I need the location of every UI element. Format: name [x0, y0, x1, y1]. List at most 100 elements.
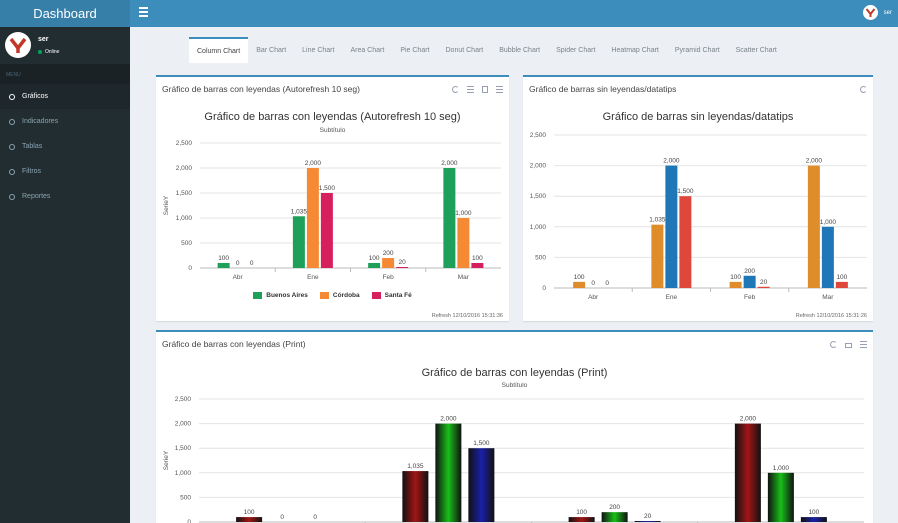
y-tick-label: 1,000 [530, 224, 547, 231]
sidebar-item-graficos[interactable]: Gráficos [0, 84, 130, 109]
y-tick-label: 1,500 [175, 445, 192, 452]
y-tick-label: 2,500 [175, 396, 192, 403]
bar [568, 517, 595, 522]
data-label: 2,000 [440, 416, 457, 423]
tab-line-chart[interactable]: Line Chart [302, 46, 335, 54]
y-axis-label: SerieY [163, 195, 170, 215]
sidebar-item-filtros[interactable]: Filtros [0, 159, 130, 184]
data-label: 200 [383, 250, 394, 257]
data-label: 0 [313, 514, 317, 521]
sidebar-item-label: Filtros [22, 168, 42, 175]
user-menu-name: ser [883, 9, 892, 16]
bar [435, 423, 462, 522]
chart-title: Gráfico de barras sin leyendas/datatips [602, 111, 794, 123]
legend-item[interactable]: Córdoba [319, 292, 360, 299]
data-label: 100 [808, 509, 819, 516]
box-title: Gráfico de barras sin leyendas/datatips [529, 84, 677, 94]
y-tick-label: 2,500 [176, 140, 193, 147]
data-label: 20 [760, 279, 768, 286]
data-label: 1,035 [407, 463, 424, 470]
tab-column-chart[interactable]: Column Chart [189, 37, 249, 63]
bar [396, 267, 409, 268]
x-tick-label: Feb [744, 294, 756, 301]
bar [382, 258, 395, 268]
tab-pyramid-chart[interactable]: Pyramid Chart [674, 46, 720, 54]
legend-item[interactable]: Santa Fé [371, 292, 412, 299]
user-menu[interactable]: ser [862, 5, 892, 20]
data-label: 1,500 [319, 185, 336, 192]
app-logo[interactable]: Dashboard [0, 0, 130, 27]
chart-type-tabs: Column Chart Bar Chart Line Chart Area C… [189, 37, 785, 63]
bar [236, 517, 263, 522]
x-tick-label: Abr [233, 274, 244, 281]
y-tick-label: 2,000 [530, 163, 547, 170]
chart-subtitle: Subtítulo [319, 127, 346, 134]
sidebar-item-label: Reportes [22, 193, 51, 200]
x-tick-label: Mar [822, 294, 834, 301]
refresh-icon[interactable] [860, 86, 867, 93]
menu-icon[interactable] [496, 86, 503, 93]
tab-scatter-chart[interactable]: Scatter Chart [735, 46, 777, 54]
chart-title: Gráfico de barras con leyendas (Autorefr… [204, 111, 461, 123]
x-tick-label: Feb [383, 274, 395, 281]
refresh-icon[interactable] [830, 341, 837, 348]
x-tick-label: Mar [458, 274, 470, 281]
menu-icon[interactable] [860, 341, 867, 348]
sidebar-item-indicadores[interactable]: Indicadores [0, 109, 130, 134]
tab-bar-chart[interactable]: Bar Chart [256, 46, 287, 54]
data-label: 1,000 [455, 210, 472, 217]
data-label: 100 [244, 509, 255, 516]
y-tick-label: 0 [187, 519, 191, 523]
y-tick-label: 0 [542, 285, 546, 292]
y-tick-label: 2,000 [176, 165, 193, 172]
data-label: 1,000 [773, 465, 790, 472]
data-label: 100 [576, 509, 587, 516]
refresh-timestamp: Refresh 12/10/2016 15:31:26 [795, 313, 867, 319]
tab-heatmap-chart[interactable]: Heatmap Chart [611, 46, 659, 54]
tab-area-chart[interactable]: Area Chart [350, 46, 385, 54]
data-label: 1,035 [649, 217, 666, 224]
y-tick-label: 1,500 [530, 193, 547, 200]
bar [743, 275, 756, 288]
y-tick-label: 500 [181, 240, 192, 247]
document-icon[interactable] [482, 86, 488, 93]
bar [729, 281, 742, 288]
bar [679, 196, 692, 288]
user-status-label: Online [45, 49, 60, 55]
data-label: 0 [236, 260, 240, 267]
chart-box-autorefresh: Gráfico de barras con leyendas (Autorefr… [156, 75, 509, 321]
tab-donut-chart[interactable]: Donut Chart [445, 46, 484, 54]
data-label: 0 [605, 280, 609, 287]
tab-pie-chart[interactable]: Pie Chart [400, 46, 430, 54]
app-title: Dashboard [33, 6, 97, 21]
bar [573, 281, 586, 288]
bar [292, 216, 305, 268]
chart-print: 0 500 1,000 1,500 2,000 2,500 SerieY 100 0 0 1,035… [163, 396, 864, 523]
tab-bubble-chart[interactable]: Bubble Chart [499, 46, 541, 54]
data-label: 2,000 [441, 160, 458, 167]
refresh-icon[interactable] [452, 86, 459, 93]
legend-swatch [253, 292, 263, 299]
y-tick-label: 1,500 [176, 190, 193, 197]
data-label: 1,000 [820, 219, 837, 226]
data-label: 2,000 [740, 416, 757, 423]
user-status: Online [38, 49, 59, 55]
bar [651, 224, 664, 288]
list-icon[interactable] [467, 86, 474, 93]
y-tick-label: 0 [188, 265, 192, 272]
sidebar-item-tablas[interactable]: Tablas [0, 134, 130, 159]
tab-spider-chart[interactable]: Spider Chart [556, 46, 596, 54]
bar [767, 472, 794, 522]
sidebar-toggle-icon[interactable] [139, 7, 148, 17]
user-panel: ser Online [0, 27, 130, 64]
bar [402, 471, 429, 522]
user-name: ser [38, 36, 49, 43]
refresh-timestamp: Refresh 12/10/2016 15:31:36 [431, 313, 503, 319]
bar [634, 521, 661, 522]
bar [443, 168, 456, 268]
sidebar-item-reportes[interactable]: Reportes [0, 184, 130, 209]
print-icon[interactable] [845, 342, 852, 348]
x-tick-label: Abr [588, 294, 599, 301]
online-dot-icon [38, 50, 42, 54]
legend-item[interactable]: Buenos Aires [253, 292, 308, 299]
